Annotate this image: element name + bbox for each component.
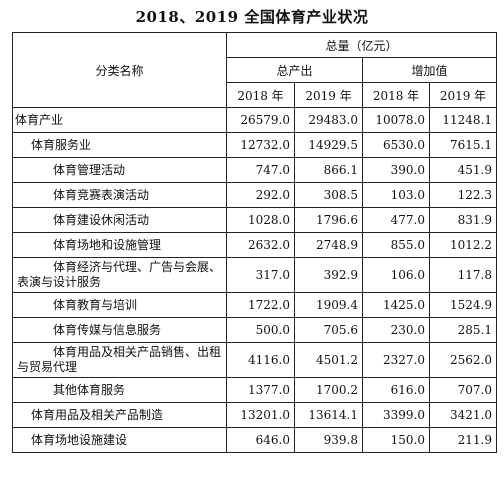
output-2019-cell: 29483.0 (294, 107, 363, 133)
value-added-2019-cell: 117.8 (428, 257, 498, 293)
value-added-2019-cell: 122.3 (428, 182, 498, 208)
table-row: 体育竞赛表演活动 292.0 308.5 103.0 122.3 (12, 182, 498, 208)
table-row: 体育教育与培训 1722.0 1909.4 1425.0 1524.9 (12, 292, 498, 318)
row-label: 体育竞赛表演活动 (12, 182, 227, 208)
output-2018-cell: 747.0 (226, 157, 295, 183)
value-added-2019-cell: 831.9 (428, 207, 498, 233)
value-added-2018-cell: 150.0 (362, 427, 430, 453)
table-row: 体育用品及相关产品销售、出租与贸易代理 4116.0 4501.2 2327.0… (12, 342, 498, 378)
output-2018-cell: 1377.0 (226, 377, 295, 403)
output-2018-cell: 2632.0 (226, 232, 295, 258)
value-added-2019-cell: 451.9 (428, 157, 498, 183)
value-added-2018-cell: 230.0 (362, 317, 430, 343)
output-2018-cell: 12732.0 (226, 132, 295, 158)
value-added-2018-cell: 6530.0 (362, 132, 430, 158)
value-added-2019-cell: 7615.1 (428, 132, 498, 158)
output-2019-cell: 4501.2 (294, 342, 363, 378)
table-row: 体育场地设施建设 646.0 939.8 150.0 211.9 (12, 427, 498, 453)
output-2019-cell: 13614.1 (294, 402, 363, 428)
table-row: 体育产业 26579.0 29483.0 10078.0 11248.1 (12, 107, 498, 133)
output-2018-cell: 4116.0 (226, 342, 295, 378)
table-row: 体育用品及相关产品制造 13201.0 13614.1 3399.0 3421.… (12, 402, 498, 428)
total-header: 总量（亿元） (225, 32, 498, 58)
output-2019-cell: 392.9 (294, 257, 363, 293)
output-2018-cell: 13201.0 (226, 402, 295, 428)
value-added-2019-cell: 285.1 (428, 317, 498, 343)
category-header: 分类名称 (12, 32, 227, 108)
table-title: 2018、2019 全国体育产业状况 (135, 8, 369, 26)
output-2018-cell: 500.0 (226, 317, 295, 343)
output-2018-cell: 646.0 (226, 427, 295, 453)
row-label: 体育教育与培训 (12, 292, 227, 318)
output-2019-cell: 308.5 (294, 182, 363, 208)
value-added-2018-cell: 390.0 (362, 157, 430, 183)
output-2018-cell: 1722.0 (226, 292, 295, 318)
table-row: 体育服务业 12732.0 14929.5 6530.0 7615.1 (12, 132, 498, 158)
table-row: 体育传媒与信息服务 500.0 705.6 230.0 285.1 (12, 317, 498, 343)
value-added-2018-cell: 616.0 (362, 377, 430, 403)
value-added-2018-cell: 2327.0 (362, 342, 430, 378)
value-added-2019-cell: 211.9 (428, 427, 498, 453)
value-added-header: 增加值 (361, 57, 498, 83)
value-added-2019-cell: 11248.1 (428, 107, 498, 133)
table-row: 其他体育服务 1377.0 1700.2 616.0 707.0 (12, 377, 498, 403)
output-2019-cell: 939.8 (294, 427, 363, 453)
value-added-2019-header: 2019 年 (428, 82, 498, 108)
output-header: 总产出 (226, 57, 363, 83)
output-2019-cell: 1909.4 (294, 292, 363, 318)
value-added-2018-header: 2018 年 (362, 82, 430, 108)
value-added-2018-cell: 103.0 (362, 182, 430, 208)
value-added-2018-cell: 3399.0 (362, 402, 430, 428)
output-2019-cell: 1700.2 (294, 377, 363, 403)
output-2019-cell: 14929.5 (294, 132, 363, 158)
output-2018-cell: 292.0 (226, 182, 295, 208)
output-2019-cell: 2748.9 (294, 232, 363, 258)
output-2018-cell: 317.0 (226, 257, 295, 293)
output-2019-cell: 705.6 (294, 317, 363, 343)
value-added-2019-cell: 1524.9 (428, 292, 498, 318)
value-added-2019-cell: 2562.0 (428, 342, 498, 378)
table-row: 体育经济与代理、广告与会展、表演与设计服务 317.0 392.9 106.0 … (12, 257, 498, 293)
value-added-2018-cell: 106.0 (362, 257, 430, 293)
value-added-2018-cell: 855.0 (362, 232, 430, 258)
row-label: 体育产业 (12, 107, 227, 133)
output-2019-header: 2019 年 (294, 82, 363, 108)
industry-stats-table: 分类名称 总量（亿元） 总产出 增加值 2018 年 2019 年 2018 年… (12, 32, 498, 453)
value-added-2019-cell: 707.0 (428, 377, 498, 403)
value-added-2019-cell: 3421.0 (428, 402, 498, 428)
row-label: 体育场地和设施管理 (12, 232, 227, 258)
table-row: 体育管理活动 747.0 866.1 390.0 451.9 (12, 157, 498, 183)
value-added-2018-cell: 477.0 (362, 207, 430, 233)
header-row-2: 总产出 增加值 (13, 57, 498, 83)
table-row: 体育场地和设施管理 2632.0 2748.9 855.0 1012.2 (12, 232, 498, 258)
row-label: 体育服务业 (12, 132, 227, 158)
value-added-2018-cell: 10078.0 (362, 107, 430, 133)
row-label: 其他体育服务 (12, 377, 227, 403)
row-label: 体育管理活动 (12, 157, 227, 183)
row-label: 体育建设休闲活动 (12, 207, 227, 233)
row-label: 体育用品及相关产品制造 (12, 402, 227, 428)
row-label: 体育场地设施建设 (12, 427, 227, 453)
output-2018-header: 2018 年 (226, 82, 295, 108)
header-row-3: 2018 年 2019 年 2018 年 2019 年 (13, 82, 498, 108)
output-2019-cell: 866.1 (294, 157, 363, 183)
output-2018-cell: 26579.0 (226, 107, 295, 133)
value-added-2018-cell: 1425.0 (362, 292, 430, 318)
output-2018-cell: 1028.0 (226, 207, 295, 233)
header-row-1: 分类名称 总量（亿元） (12, 32, 498, 108)
row-label: 体育用品及相关产品销售、出租与贸易代理 (12, 342, 227, 378)
row-label: 体育经济与代理、广告与会展、表演与设计服务 (12, 257, 227, 293)
value-added-2019-cell: 1012.2 (428, 232, 498, 258)
table-row: 体育建设休闲活动 1028.0 1796.6 477.0 831.9 (12, 207, 498, 233)
output-2019-cell: 1796.6 (294, 207, 363, 233)
row-label: 体育传媒与信息服务 (12, 317, 227, 343)
